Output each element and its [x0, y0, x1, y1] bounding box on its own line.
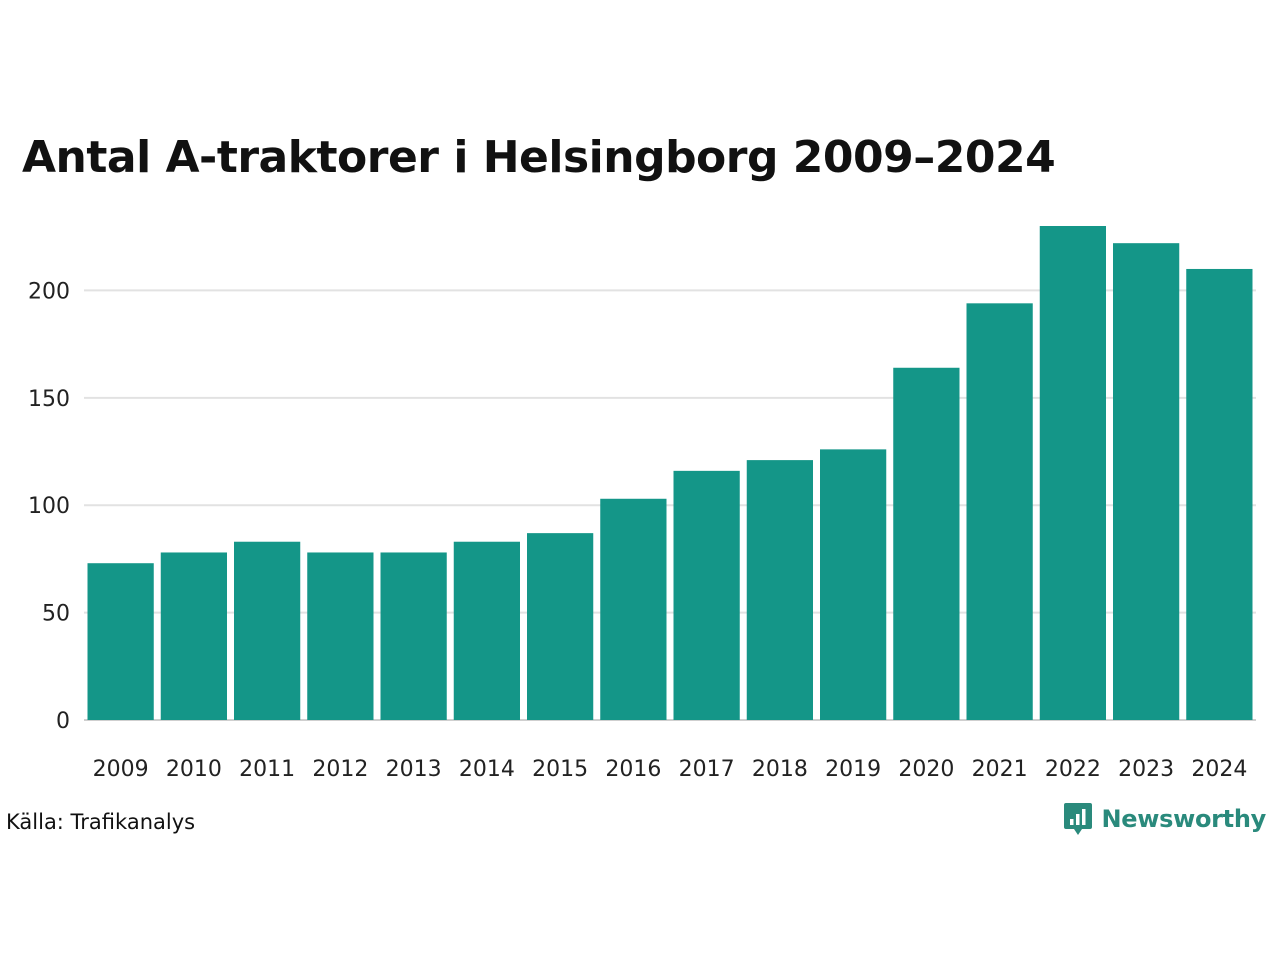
- x-tick-label: 2023: [1118, 757, 1174, 782]
- bar: [1113, 243, 1180, 720]
- x-tick-label: 2010: [166, 757, 222, 782]
- x-tick-label: 2022: [1045, 757, 1101, 782]
- y-tick-label: 50: [42, 602, 70, 627]
- y-tick-label: 200: [28, 279, 70, 304]
- bars: [87, 226, 1253, 720]
- bar-chart: 0 50 100 150 200 2009 2010 2011 2012 2013 2014 201…: [28, 226, 1256, 782]
- bar: [87, 563, 154, 720]
- x-tick-label: 2019: [825, 757, 881, 782]
- y-axis-ticks: 0 50 100 150 200: [28, 279, 70, 734]
- x-tick-label: 2009: [93, 757, 149, 782]
- bar: [160, 552, 227, 720]
- x-tick-label: 2011: [239, 757, 295, 782]
- x-tick-label: 2017: [679, 757, 735, 782]
- x-tick-label: 2021: [972, 757, 1028, 782]
- x-tick-label: 2024: [1191, 757, 1247, 782]
- bar: [893, 367, 960, 720]
- chart-title: Antal A-traktorer i Helsingborg 2009–202…: [22, 132, 1056, 183]
- bar: [380, 552, 447, 720]
- y-tick-label: 100: [28, 494, 70, 519]
- brand-logo: Newsworthy: [1063, 802, 1266, 836]
- y-tick-label: 0: [56, 709, 70, 734]
- y-tick-label: 150: [28, 387, 70, 412]
- x-tick-label: 2016: [605, 757, 661, 782]
- brand-name: Newsworthy: [1101, 805, 1266, 833]
- bar: [820, 449, 887, 720]
- x-axis-ticks: 2009 2010 2011 2012 2013 2014 2015 2016 2017 2018…: [93, 757, 1248, 782]
- bar: [1039, 226, 1106, 720]
- bar: [527, 533, 594, 720]
- bar: [966, 303, 1033, 720]
- bar: [1186, 268, 1253, 720]
- source-note: Källa: Trafikanalys: [6, 810, 196, 834]
- bar: [673, 470, 740, 720]
- x-tick-label: 2012: [312, 757, 368, 782]
- x-tick-label: 2015: [532, 757, 588, 782]
- bar: [746, 460, 813, 720]
- bar: [307, 552, 374, 720]
- x-tick-label: 2014: [459, 757, 515, 782]
- x-tick-label: 2018: [752, 757, 808, 782]
- x-tick-label: 2013: [386, 757, 442, 782]
- x-tick-label: 2020: [898, 757, 954, 782]
- bar: [453, 541, 520, 720]
- newsworthy-logo-icon: [1064, 803, 1093, 835]
- bar: [600, 498, 667, 720]
- bar: [234, 541, 301, 720]
